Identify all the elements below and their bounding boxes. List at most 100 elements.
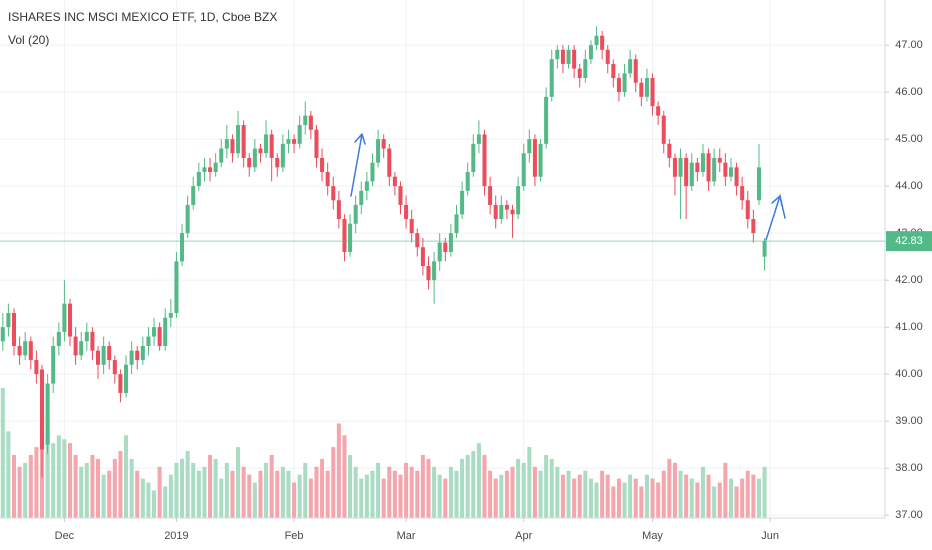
candle-body bbox=[124, 364, 129, 393]
candle-body bbox=[152, 327, 157, 337]
candle-body bbox=[146, 336, 151, 346]
volume-bar bbox=[241, 466, 246, 518]
candle-body bbox=[325, 172, 330, 187]
volume-bar bbox=[398, 474, 403, 518]
volume-bar bbox=[656, 482, 661, 518]
volume-bar bbox=[594, 482, 599, 518]
volume-bar bbox=[314, 466, 319, 518]
volume-bar bbox=[286, 470, 291, 518]
candle-body bbox=[252, 148, 257, 168]
candle-body bbox=[51, 345, 56, 384]
candle-body bbox=[280, 143, 285, 168]
candle-body bbox=[342, 219, 347, 252]
volume-bar bbox=[28, 454, 33, 518]
candle-body bbox=[622, 73, 627, 93]
volume-bar bbox=[516, 458, 521, 518]
candle-body bbox=[667, 143, 672, 158]
candle-body bbox=[717, 157, 722, 163]
candle-body bbox=[364, 181, 369, 191]
candle-body bbox=[308, 115, 313, 130]
volume-bar bbox=[6, 431, 11, 518]
volume-bar bbox=[34, 447, 39, 518]
y-tick-label: 38.00 bbox=[895, 462, 923, 474]
volume-bar bbox=[258, 470, 263, 518]
candle-body bbox=[678, 157, 683, 177]
candle-body bbox=[224, 139, 229, 149]
volume-bar bbox=[219, 478, 224, 518]
candle-body bbox=[661, 115, 666, 144]
volume-bar bbox=[381, 478, 386, 518]
volume-bar bbox=[672, 462, 677, 518]
candle-body bbox=[286, 139, 291, 144]
volume-bar bbox=[622, 482, 627, 518]
candle-body bbox=[39, 369, 45, 450]
candle-body bbox=[454, 214, 459, 234]
candle-body bbox=[532, 139, 537, 177]
volume-bar bbox=[762, 466, 767, 518]
y-tick-label: 47.00 bbox=[895, 39, 923, 51]
volume-bar bbox=[415, 470, 420, 518]
candle-body bbox=[168, 313, 173, 318]
volume-bar bbox=[45, 427, 50, 518]
volume-bar bbox=[303, 462, 308, 518]
volume-bar bbox=[678, 470, 683, 518]
y-tick-label: 40.00 bbox=[895, 368, 923, 380]
volume-bar bbox=[740, 478, 745, 518]
volume-bar bbox=[572, 478, 577, 518]
candle-body bbox=[499, 204, 504, 220]
x-tick-label: Dec bbox=[55, 530, 75, 542]
candle-body bbox=[241, 125, 246, 158]
candle-body bbox=[745, 200, 750, 220]
y-tick-label: 41.00 bbox=[895, 321, 923, 333]
candle-body bbox=[28, 341, 33, 361]
volume-bar bbox=[0, 388, 5, 518]
volume-bar bbox=[146, 482, 151, 518]
volume-bar bbox=[465, 454, 470, 518]
candle-body bbox=[538, 143, 543, 177]
candle-body bbox=[740, 186, 745, 201]
candle-body bbox=[572, 49, 577, 69]
candle-body bbox=[600, 35, 605, 50]
candle-body bbox=[516, 186, 521, 215]
volume-bar bbox=[633, 478, 638, 518]
candle-body bbox=[695, 162, 700, 173]
volume-bar bbox=[560, 474, 565, 518]
candle-body bbox=[56, 331, 61, 346]
candle-body bbox=[493, 204, 498, 220]
volume-bar bbox=[695, 482, 700, 518]
candle-body bbox=[297, 125, 302, 144]
candle-body bbox=[185, 204, 190, 234]
candle-body bbox=[611, 63, 616, 79]
candle-body bbox=[348, 223, 353, 252]
candle-body bbox=[398, 186, 403, 205]
candle-body bbox=[11, 313, 17, 346]
volume-bar bbox=[62, 439, 67, 518]
candle-body bbox=[527, 139, 532, 154]
volume-bar bbox=[135, 470, 140, 518]
candle-body bbox=[549, 59, 554, 97]
volume-bar bbox=[370, 470, 375, 518]
candle-body bbox=[605, 49, 610, 64]
volume-bar bbox=[230, 470, 235, 518]
volume-bar bbox=[308, 478, 313, 518]
candle-body bbox=[734, 167, 739, 187]
candle-body bbox=[672, 157, 677, 177]
volume-bar bbox=[180, 458, 185, 518]
volume-bar bbox=[577, 474, 582, 518]
candle-body bbox=[359, 190, 364, 205]
candle-body bbox=[387, 148, 392, 177]
candle-body bbox=[616, 78, 621, 93]
candle-body bbox=[129, 350, 134, 365]
candle-body bbox=[314, 129, 319, 158]
candle-body bbox=[689, 162, 694, 187]
volume-bar bbox=[521, 462, 526, 518]
volume-bar bbox=[247, 474, 252, 518]
volume-bar bbox=[376, 462, 381, 518]
volume-bar bbox=[213, 458, 218, 518]
volume-bar bbox=[325, 470, 330, 518]
candle-body bbox=[303, 115, 308, 126]
x-tick-label: Feb bbox=[285, 530, 304, 542]
candle-body bbox=[392, 176, 397, 187]
candle-body bbox=[213, 162, 218, 173]
candle-body bbox=[504, 204, 509, 210]
